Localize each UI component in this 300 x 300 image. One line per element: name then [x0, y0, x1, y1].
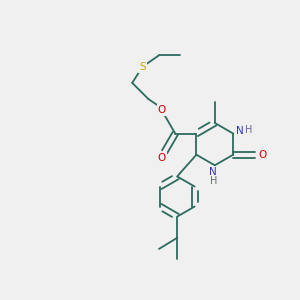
Text: O: O: [259, 150, 267, 160]
Text: H: H: [245, 125, 252, 135]
Text: O: O: [158, 105, 166, 115]
Text: N: N: [236, 126, 244, 136]
Text: N: N: [209, 167, 217, 177]
Text: H: H: [210, 176, 217, 186]
Text: S: S: [139, 62, 146, 72]
Text: O: O: [158, 153, 166, 163]
